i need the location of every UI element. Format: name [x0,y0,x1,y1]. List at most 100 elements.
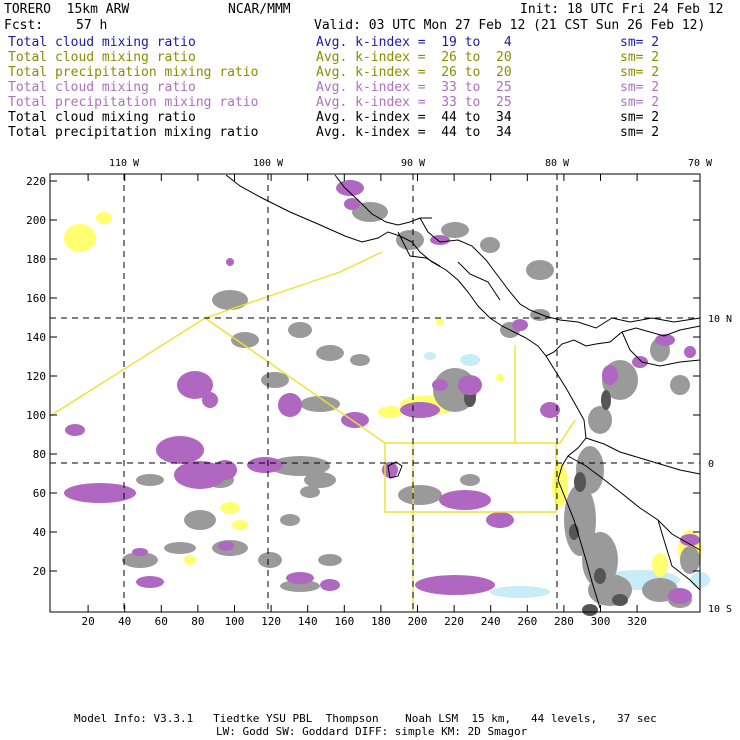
lon-label: 100 W [253,158,284,169]
purple-cloud-area [512,319,528,331]
coastlines [225,174,701,609]
gray-cloud-area [212,290,248,310]
legend-kindex: Avg. k-index = 26 to 20 [316,50,512,65]
border-nicaragua [457,261,501,301]
purple-cloud-area [602,365,618,385]
purple-cloud-area [432,379,448,391]
lon-label: 70 W [688,158,713,169]
border-peru-brazil [657,519,701,591]
cyan-cloud-area [424,352,436,360]
x-tick-label: 20 [81,615,94,628]
dark-cloud-core [582,604,598,616]
purple-cloud-area [286,572,314,584]
valid-time: Valid: 03 UTC Mon 27 Feb 12 (21 CST Sun … [314,18,706,33]
physics-info-line: LW: Godd SW: Goddard DIFF: simple KM: 2D… [216,725,528,738]
init-time: Init: 18 UTC Fri 24 Feb 12 [520,2,724,17]
purple-cloud-area [680,534,700,546]
x-tick-label: 220 [444,615,464,628]
purple-cloud-area [439,490,491,510]
yellow-line-south [204,317,576,444]
yellow-cloud-area [652,553,668,577]
dark-cloud-core [601,390,611,410]
x-tick-label: 80 [191,615,204,628]
yellow-cloud-area [64,224,96,252]
legend-field: Total cloud mixing ratio [8,35,196,50]
border-colombia-ecuador [585,437,701,475]
purple-cloud-area [64,483,136,503]
x-tick-label: 40 [118,615,131,628]
yellow-cloud-area [232,520,248,530]
gray-cloud-area [300,486,320,498]
purple-cloud-area [540,402,560,418]
dark-cloud-core [612,594,628,606]
cloud-field-layer [64,180,710,616]
map-frame [49,173,701,613]
purple-cloud-area [632,356,648,368]
gray-cloud-area [270,456,330,476]
border-guatemala [397,231,441,267]
x-tick-label: 260 [517,615,537,628]
forecast-hour-value: 57 h [76,18,108,33]
legend-smoothing: sm= 2 [620,110,660,125]
axis-ticks [50,174,700,612]
gray-cloud-area [588,406,612,434]
purple-cloud-area [344,198,360,210]
legend-kindex: Avg. k-index = 26 to 20 [316,65,512,80]
y-tick-label: 200 [26,214,46,227]
gray-cloud-area [280,580,320,592]
gray-cloud-area [398,485,442,505]
legend-field: Total precipitation mixing ratio [8,65,259,80]
legend-kindex: Avg. k-index = 44 to 34 [316,125,512,140]
x-tick-label: 160 [334,615,354,628]
x-tick-label: 120 [261,615,281,628]
gray-cloud-area [261,372,289,388]
legend-field: Total precipitation mixing ratio [8,95,259,110]
gray-cloud-area [526,260,554,280]
lon-label: 80 W [545,158,570,169]
purple-cloud-area [247,457,283,473]
y-tick-label: 140 [26,331,46,344]
gray-cloud-area [350,354,370,366]
gray-cloud-area [582,532,618,588]
purple-cloud-area [382,462,398,478]
gray-cloud-area [258,552,282,568]
gray-cloud-area [396,230,424,250]
y-tick-label: 160 [26,292,46,305]
purple-cloud-area [655,334,675,346]
dark-cloud-core [594,568,606,584]
border-colombia-venezuela [621,331,701,367]
purple-cloud-area [156,436,204,464]
gray-cloud-area [680,546,700,574]
model-title: TORERO 15km ARW [4,2,130,17]
legend-kindex: Avg. k-index = 44 to 34 [316,110,512,125]
purple-cloud-area [320,579,340,591]
gray-cloud-area [184,510,216,530]
forecast-hour-label: Fcst: [4,18,44,33]
gray-cloud-area [136,474,164,486]
y-tick-label: 60 [33,487,46,500]
purple-cloud-area [415,575,495,595]
lat-label: 0 [708,459,714,470]
cyan-cloud-area [460,354,480,366]
legend-smoothing: sm= 2 [620,80,660,95]
purple-cloud-area [65,424,85,436]
gray-cloud-area [480,237,500,253]
legend-kindex: Avg. k-index = 33 to 25 [316,95,512,110]
purple-cloud-area [486,512,514,528]
yellow-line-north [49,251,383,417]
gray-cloud-area [280,514,300,526]
x-tick-label: 300 [591,615,611,628]
gray-cloud-area [316,345,344,361]
gray-cloud-area [122,552,158,568]
yellow-box [384,443,557,513]
border-ecuador-peru [567,455,701,551]
gray-cloud-area [460,474,480,486]
purple-cloud-area [226,258,234,266]
yellow-cloud-area [378,406,402,418]
y-tick-label: 80 [33,448,46,461]
gray-cloud-area [231,332,259,348]
x-tick-label: 240 [481,615,501,628]
purple-cloud-area [668,588,692,604]
cyan-cloud-area [490,586,550,598]
